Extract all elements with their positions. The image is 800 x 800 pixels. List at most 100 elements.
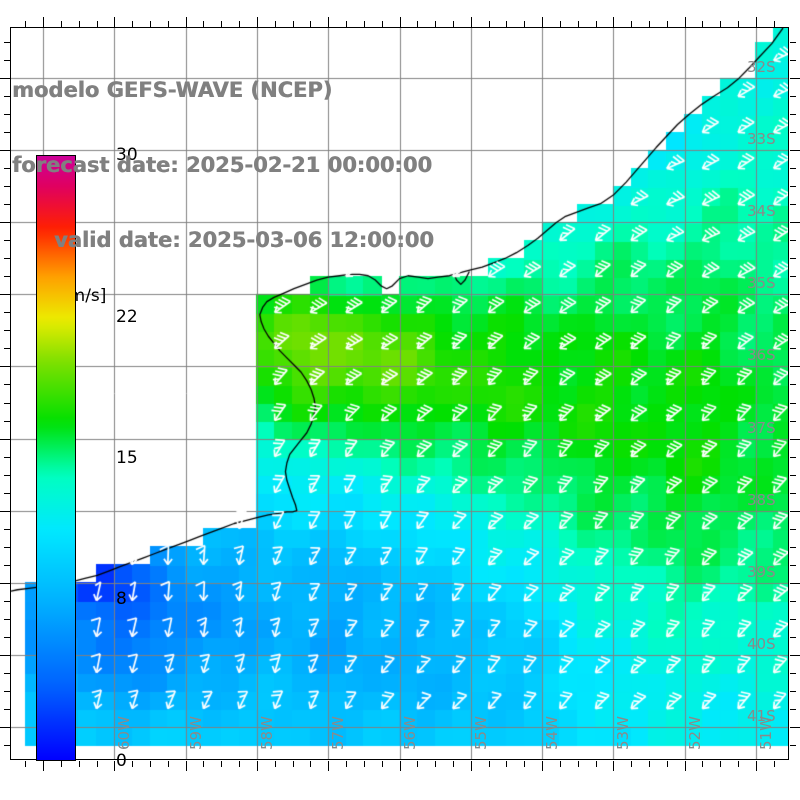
axis-major-tick (256, 17, 258, 27)
axis-minor-tick (790, 546, 796, 548)
axis-major-tick (613, 761, 615, 771)
axis-minor-tick (96, 21, 98, 27)
axis-minor-tick (25, 761, 27, 767)
axis-minor-tick (4, 420, 10, 422)
axis-minor-tick (292, 21, 294, 27)
axis-major-tick (684, 761, 686, 771)
axis-minor-tick (4, 708, 10, 710)
left-axis-ticks (0, 27, 11, 760)
axis-minor-tick (4, 114, 10, 116)
right-axis-ticks (790, 27, 800, 760)
axis-minor-tick (203, 21, 205, 27)
axis-minor-tick (648, 761, 650, 767)
axis-major-tick (790, 78, 800, 80)
axis-minor-tick (435, 21, 437, 27)
colorbar-tick-30: 30 (116, 145, 138, 165)
axis-minor-tick (452, 761, 454, 767)
axis-major-tick (613, 17, 615, 27)
colorbar-gradient (36, 155, 76, 761)
axis-minor-tick (790, 384, 796, 386)
axis-major-tick (399, 17, 401, 27)
axis-minor-tick (150, 21, 151, 27)
axis-major-tick (0, 510, 10, 512)
axis-minor-tick (310, 761, 312, 767)
axis-major-tick (114, 761, 116, 771)
colorbar: [m/s] 30 22 15 8 0 (36, 145, 138, 771)
axis-major-tick (114, 17, 116, 27)
axis-minor-tick (4, 240, 10, 242)
axis-minor-tick (203, 761, 205, 767)
axis-minor-tick (524, 21, 526, 27)
axis-minor-tick (292, 761, 294, 767)
axis-minor-tick (559, 21, 561, 27)
axis-minor-tick (790, 636, 796, 638)
axis-major-tick (542, 17, 544, 27)
axis-minor-tick (4, 456, 10, 458)
axis-minor-tick (346, 21, 348, 27)
axis-minor-tick (790, 672, 796, 674)
colorbar-tick-22: 22 (116, 306, 138, 327)
axis-minor-tick (577, 761, 579, 767)
axis-minor-tick (631, 21, 633, 27)
axis-minor-tick (577, 21, 579, 27)
axis-minor-tick (790, 402, 796, 404)
axis-minor-tick (417, 21, 419, 27)
coastline-grid-barbs-overlay (11, 28, 788, 759)
axis-minor-tick (417, 761, 419, 767)
axis-minor-tick (790, 42, 796, 44)
axis-minor-tick (25, 21, 27, 27)
axis-major-tick (790, 582, 800, 584)
axis-minor-tick (274, 761, 276, 767)
axis-minor-tick (702, 761, 704, 767)
axis-minor-tick (221, 761, 223, 767)
axis-minor-tick (790, 60, 796, 62)
axis-minor-tick (4, 348, 10, 350)
colorbar-tick-0: 0 (116, 751, 127, 771)
axis-major-tick (790, 294, 800, 296)
axis-minor-tick (4, 618, 10, 620)
axis-minor-tick (506, 21, 508, 27)
axis-minor-tick (4, 528, 10, 530)
axis-minor-tick (790, 528, 796, 530)
axis-minor-tick (720, 761, 722, 767)
axis-major-tick (0, 78, 10, 80)
axis-minor-tick (4, 672, 10, 674)
axis-minor-tick (488, 21, 490, 27)
axis-minor-tick (790, 690, 796, 692)
axis-minor-tick (648, 21, 650, 27)
axis-minor-tick (381, 761, 383, 767)
map-plot-area (10, 27, 789, 760)
axis-major-tick (0, 366, 10, 368)
axis-minor-tick (738, 21, 740, 27)
axis-minor-tick (790, 618, 796, 620)
axis-minor-tick (773, 21, 775, 27)
axis-major-tick (43, 761, 45, 771)
axis-minor-tick (239, 761, 241, 767)
axis-minor-tick (274, 21, 276, 27)
axis-minor-tick (4, 474, 10, 476)
axis-major-tick (790, 438, 800, 440)
axis-minor-tick (666, 21, 668, 27)
axis-minor-tick (78, 761, 80, 767)
axis-major-tick (0, 294, 10, 296)
axis-minor-tick (4, 492, 10, 494)
axis-minor-tick (363, 21, 365, 27)
axis-major-tick (542, 761, 544, 771)
axis-major-tick (0, 582, 10, 584)
axis-major-tick (0, 654, 10, 656)
axis-minor-tick (78, 21, 80, 27)
axis-minor-tick (790, 456, 796, 458)
axis-minor-tick (4, 258, 10, 260)
axis-minor-tick (720, 21, 722, 27)
axis-minor-tick (310, 21, 312, 27)
axis-minor-tick (4, 132, 10, 134)
axis-minor-tick (4, 384, 10, 386)
axis-minor-tick (435, 761, 437, 767)
axis-minor-tick (4, 564, 10, 566)
axis-major-tick (328, 761, 330, 771)
axis-minor-tick (221, 21, 223, 27)
axis-minor-tick (150, 761, 151, 767)
axis-minor-tick (790, 708, 796, 710)
axis-major-tick (185, 761, 187, 771)
